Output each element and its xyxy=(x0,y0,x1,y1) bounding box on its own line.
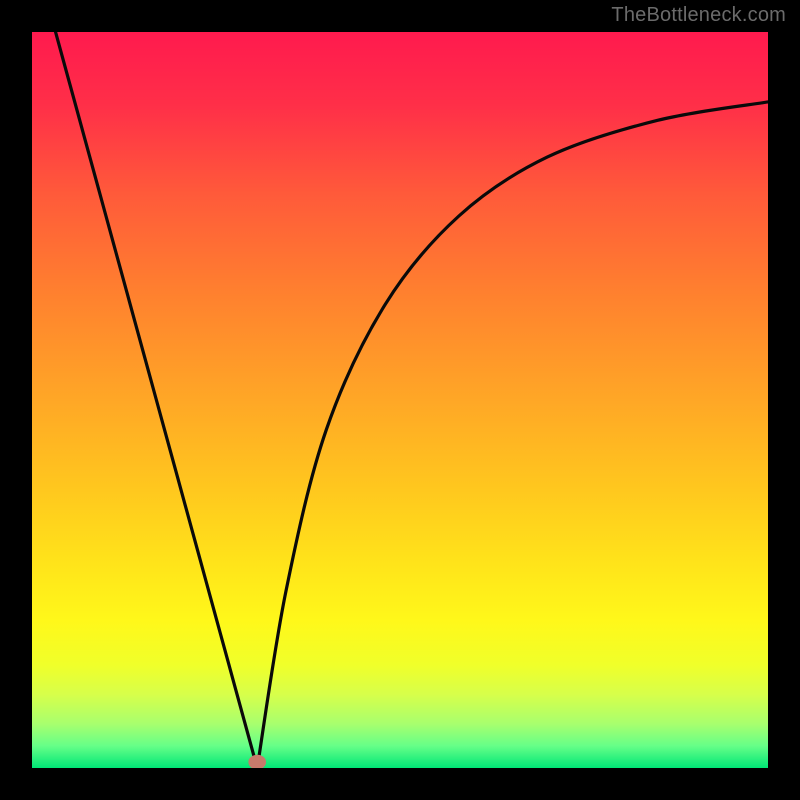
plot-area xyxy=(32,32,768,768)
watermark-text: TheBottleneck.com xyxy=(611,4,786,27)
minimum-marker xyxy=(248,755,266,768)
bottleneck-v-curve xyxy=(56,32,768,768)
bottleneck-curve-layer xyxy=(32,32,768,768)
